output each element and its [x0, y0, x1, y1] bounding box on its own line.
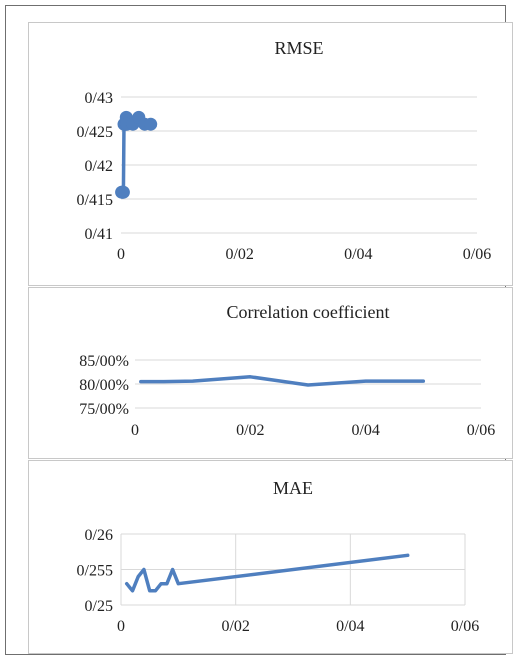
mae-y-tick-label: 0/255 [77, 563, 113, 580]
correlation-series-line [139, 375, 426, 387]
rmse-chart: RMSE 0/43 0/425 0/42 0/415 0/410 0/02 0/04 0/06 [77, 38, 492, 263]
rmse-y-tick-label: 0/425 [77, 124, 113, 141]
correlation-chart-title: Correlation coefficient [226, 302, 389, 322]
mae-y-tick-label: 0/26 [85, 527, 113, 544]
mae-chart-title: MAE [273, 478, 313, 498]
mae-chart-panel: MAE 0/26 0/255 0/25 0 0/02 0/04 0/06 [28, 460, 513, 654]
correlation-chart-panel: Correlation coefficient 85/00% 80/00% 75/00… [28, 287, 513, 459]
rmse-y-tick-label: 0/41 [85, 226, 113, 243]
mae-y-tick-label: 0/25 [85, 598, 113, 615]
correlation-chart: Correlation coefficient 85/00% 80/00% 75/00… [79, 302, 495, 439]
rmse-y-tick-label: 0/415 [77, 192, 113, 209]
mae-x-tick-label: 0/06 [451, 618, 479, 635]
rmse-chart-title: RMSE [274, 38, 323, 58]
rmse-data-point [144, 117, 158, 131]
rmse-x-tick-label: 0 [117, 246, 125, 263]
correlation-x-tick-label: 0/06 [467, 422, 495, 439]
correlation-x-tick-label: 0/04 [351, 422, 379, 439]
rmse-chart-panel: RMSE 0/43 0/425 0/42 0/415 0/41 0 0/02 0/04 0/06 [28, 22, 513, 286]
correlation-y-tick-label: 75/00% [79, 401, 129, 418]
mae-x-tick-label: 0/04 [336, 618, 364, 635]
mae-x-tick-label: 0/02 [221, 618, 249, 635]
rmse-y-tick-label: 0/42 [85, 158, 113, 175]
rmse-x-tick-label: 0/02 [225, 246, 253, 263]
mae-x-tick-label: 0 [117, 618, 125, 635]
figure-frame: RMSE 0/43 0/425 0/42 0/415 0/41 0 0/02 0/04 0/06 … [5, 5, 513, 655]
correlation-x-tick-label: 0 [131, 422, 139, 439]
rmse-data-point [116, 185, 130, 199]
rmse-x-tick-label: 0/06 [463, 246, 491, 263]
rmse-x-tick-label: 0/04 [344, 246, 372, 263]
rmse-y-tick-label: 0/43 [85, 90, 113, 107]
correlation-y-tick-label: 80/00% [79, 377, 129, 394]
mae-chart: MAE 0/26 0/255 0/250 0/02 0/04 0/06 [77, 478, 480, 635]
correlation-y-tick-label: 85/00% [79, 353, 129, 370]
mae-series-line [124, 553, 410, 593]
correlation-x-tick-label: 0/02 [236, 422, 264, 439]
